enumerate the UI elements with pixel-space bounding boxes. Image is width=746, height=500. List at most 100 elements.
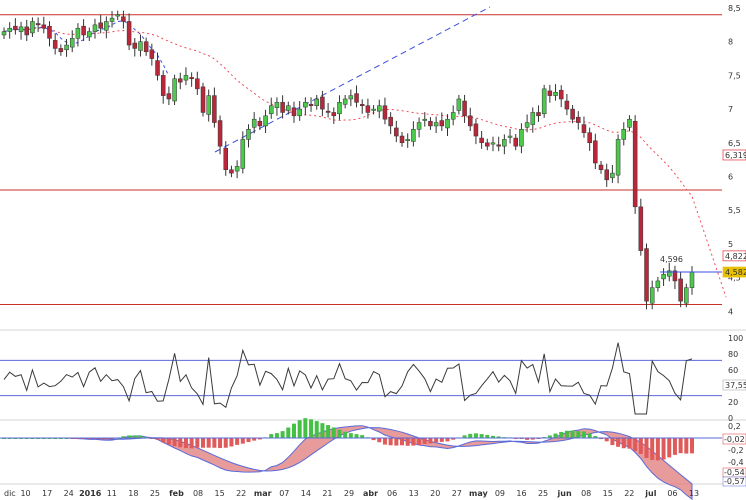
- macd-histogram-bar: [246, 438, 251, 443]
- candle-body: [576, 116, 581, 123]
- candle-body: [644, 248, 649, 302]
- candle-body: [564, 100, 570, 110]
- macd-histogram-bar: [235, 438, 240, 445]
- candle-body: [467, 115, 473, 127]
- candle-body: [655, 280, 661, 288]
- macd-histogram-bar: [672, 438, 677, 455]
- macd-histogram-bar: [627, 438, 632, 449]
- candle-body: [132, 42, 138, 49]
- candle-body: [13, 25, 18, 30]
- price-y-tick: 7,5: [728, 71, 741, 80]
- macd-histogram-bar: [189, 438, 194, 449]
- candle-body: [462, 100, 467, 117]
- x-tick-label: 06: [667, 489, 677, 498]
- macd-histogram-bar: [291, 423, 296, 438]
- candle-body: [286, 105, 291, 111]
- macd-histogram-bar: [638, 438, 643, 454]
- candle-body: [246, 129, 251, 140]
- macd-histogram-bar: [195, 438, 200, 448]
- candle-body: [263, 115, 268, 127]
- macd-histogram-bar: [280, 431, 285, 438]
- overlay-label-box: [722, 149, 746, 161]
- candle-body: [604, 169, 609, 181]
- candle-body: [58, 48, 64, 53]
- x-tick-label: abr: [363, 489, 378, 498]
- candle-body: [183, 75, 189, 81]
- candle-body: [684, 287, 689, 304]
- candle-body: [280, 102, 285, 113]
- candle-body: [490, 142, 496, 145]
- candle-body: [661, 273, 666, 280]
- candle-body: [92, 24, 98, 32]
- price-y-tick: 6,5: [728, 139, 741, 148]
- macd-histogram-bar: [212, 438, 217, 448]
- macd-histogram-bar: [201, 438, 206, 448]
- overlay-label-box: [722, 250, 746, 262]
- macd-histogram-bar: [439, 438, 444, 442]
- x-tick-label: 09: [495, 489, 505, 498]
- candlesticks: [1, 10, 695, 310]
- candle-body: [75, 27, 81, 39]
- candle-body: [217, 120, 223, 147]
- macd-histogram-bar: [678, 438, 683, 454]
- candle-body: [365, 105, 371, 113]
- macd-histogram-bar: [331, 427, 336, 438]
- candle-body: [206, 95, 211, 115]
- macd-histogram-bar: [314, 421, 319, 438]
- candle-body: [291, 107, 297, 117]
- candle-body: [667, 270, 672, 277]
- macd-histogram-bar: [530, 438, 535, 440]
- macd-histogram-bar: [354, 434, 359, 438]
- x-tick-label: 22: [236, 489, 246, 498]
- macd-histogram-bar: [564, 430, 569, 438]
- macd-histogram-bar: [394, 438, 399, 446]
- candle-body: [541, 88, 547, 115]
- price-y-tick: 5: [728, 240, 733, 249]
- macd-histogram-bar: [343, 431, 348, 438]
- macd-histogram-bar: [462, 435, 467, 438]
- x-tick-label: feb: [169, 489, 184, 498]
- candle-body: [81, 25, 86, 36]
- price-y-tick: 8: [728, 38, 733, 47]
- horizontal-levels: [0, 14, 722, 306]
- candle-body: [479, 137, 484, 144]
- macd-histogram-bar: [570, 430, 575, 438]
- macd-histogram-bar: [377, 438, 382, 443]
- macd-histogram-bar: [490, 435, 495, 438]
- candle-body: [149, 49, 155, 59]
- x-tick-label: 10: [20, 489, 30, 498]
- candle-body: [331, 112, 337, 117]
- candle-body: [632, 120, 638, 208]
- macd-histogram-bar: [161, 438, 166, 443]
- macd-y-axis: 0,20-0,2-0,4: [728, 422, 744, 467]
- candle-body: [689, 271, 695, 288]
- x-tick-label: may: [469, 489, 488, 498]
- x-tick-label: 14: [301, 489, 311, 498]
- candle-body: [303, 102, 308, 108]
- macd-histogram-bar: [144, 436, 149, 438]
- candle-body: [35, 23, 41, 26]
- macd-label-2: -0,57: [724, 477, 745, 486]
- macd-histogram-bar: [104, 438, 109, 440]
- candle-body: [513, 137, 518, 147]
- macd-histogram-bar: [405, 438, 410, 446]
- overlay-label: 4,822: [725, 252, 746, 261]
- candle-body: [496, 144, 501, 147]
- candle-body: [166, 93, 172, 100]
- macd-histogram-bar: [400, 438, 405, 446]
- candle-body: [24, 26, 29, 36]
- macd-histogram-bar: [451, 438, 456, 440]
- macd-histogram-bar: [576, 431, 581, 438]
- macd-histogram-bar: [132, 435, 137, 438]
- candle-body: [621, 129, 627, 140]
- x-tick-label: 11: [107, 489, 117, 498]
- candle-body: [507, 135, 513, 138]
- candle-body: [672, 270, 678, 282]
- macd-histogram-bar: [610, 438, 615, 446]
- macd-histogram-bar: [240, 438, 245, 444]
- macd-histogram-bar: [428, 438, 433, 444]
- macd-histogram-bar: [650, 438, 655, 460]
- macd-histogram-bar: [468, 433, 473, 438]
- candle-body: [223, 147, 229, 170]
